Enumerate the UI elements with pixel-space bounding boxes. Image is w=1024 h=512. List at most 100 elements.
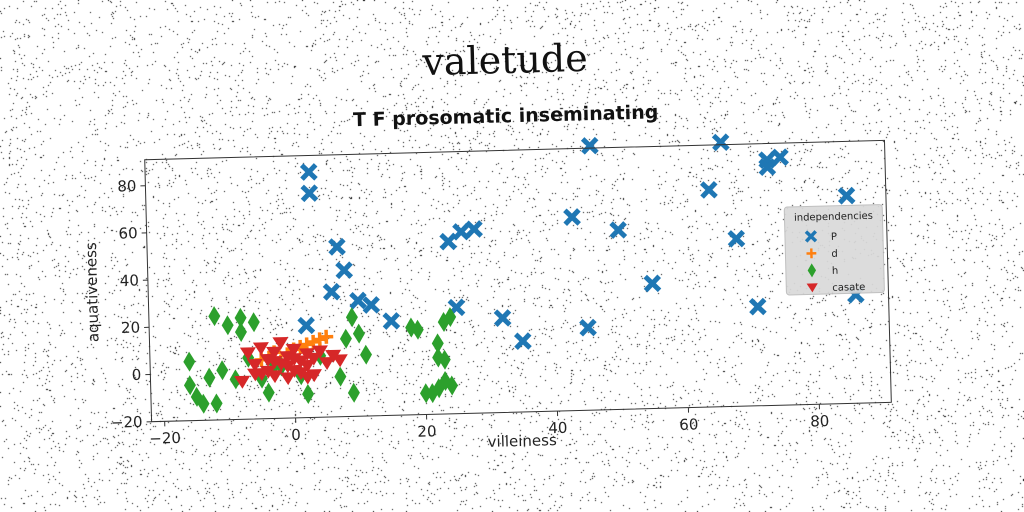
data-point-h xyxy=(411,319,424,340)
data-point-casate xyxy=(266,346,283,360)
data-point-casate xyxy=(246,358,263,372)
y-tick-label: 20 xyxy=(121,319,141,337)
data-point-casate xyxy=(234,375,251,389)
data-point-P xyxy=(493,309,512,327)
chart-frame: T F prosomatic inseminating −20 0 20 40 60 80… xyxy=(82,101,892,451)
data-point-P xyxy=(699,180,718,199)
legend-marker-P xyxy=(804,230,818,243)
data-point-P xyxy=(727,229,746,248)
data-point-P xyxy=(299,163,318,181)
data-point-h xyxy=(439,370,452,391)
data-point-h xyxy=(444,307,457,328)
data-point-h xyxy=(345,307,358,328)
data-point-h xyxy=(339,328,352,349)
plot-area-border xyxy=(144,139,892,423)
data-point-h xyxy=(302,383,315,404)
data-point-casate xyxy=(239,347,256,361)
data-point-P xyxy=(609,221,628,239)
data-point-P xyxy=(382,312,401,330)
data-point-casate xyxy=(299,359,316,373)
data-point-h xyxy=(229,369,242,390)
data-point-P xyxy=(711,133,730,152)
legend-label-P: P xyxy=(831,232,837,243)
data-point-P xyxy=(579,318,597,337)
legend-marker-d xyxy=(806,248,817,259)
data-point-h xyxy=(262,382,275,403)
data-point-casate xyxy=(272,336,289,350)
data-point-P xyxy=(335,261,354,280)
x-axis-label: villeiness xyxy=(487,431,557,451)
plot-layer xyxy=(183,133,865,414)
data-point-h xyxy=(431,333,444,354)
data-point-casate xyxy=(285,343,302,357)
series-casate-group xyxy=(234,336,348,389)
y-tick-label: 60 xyxy=(118,224,138,242)
data-point-P xyxy=(758,158,777,176)
data-point-P xyxy=(362,296,381,314)
data-point-h xyxy=(426,383,439,404)
x-tick-label: 0 xyxy=(291,426,301,444)
x-tick-label: −20 xyxy=(149,429,181,448)
data-point-h xyxy=(203,367,216,388)
legend-label-h: h xyxy=(832,266,839,277)
axis-ticks: −20 0 20 40 60 80 −20 0 20 40 60 80 xyxy=(111,177,830,448)
data-point-h xyxy=(221,315,234,336)
y-tick-label: 0 xyxy=(132,366,142,384)
data-point-P xyxy=(748,297,767,316)
data-point-h xyxy=(360,344,373,365)
series-P-group xyxy=(297,133,865,351)
data-point-casate xyxy=(247,368,264,382)
y-tick-label: 80 xyxy=(117,177,137,195)
data-point-P xyxy=(643,274,662,293)
data-point-h xyxy=(210,393,223,414)
data-point-P xyxy=(322,282,341,301)
data-point-h xyxy=(347,382,360,403)
data-point-P xyxy=(580,136,599,155)
data-point-casate xyxy=(279,360,296,374)
data-point-h xyxy=(234,321,247,342)
legend: independencies Pdh casate xyxy=(783,204,885,296)
data-point-h xyxy=(352,323,365,344)
data-point-P xyxy=(328,237,346,256)
data-point-h xyxy=(234,307,247,328)
data-point-h xyxy=(432,378,445,399)
data-point-h xyxy=(197,393,210,414)
data-point-P xyxy=(465,220,483,238)
data-point-P xyxy=(452,222,470,241)
legend-title: independencies xyxy=(794,211,873,224)
data-point-casate xyxy=(279,372,296,386)
data-point-P xyxy=(439,232,458,251)
data-point-h xyxy=(419,383,432,404)
x-tick-label: 80 xyxy=(810,412,830,430)
data-point-h xyxy=(438,349,451,370)
data-point-h xyxy=(334,366,347,387)
data-point-h xyxy=(183,351,196,372)
x-tick-label: 40 xyxy=(548,419,568,437)
data-point-casate xyxy=(266,370,283,384)
data-point-h xyxy=(183,375,196,396)
data-point-casate xyxy=(311,345,328,359)
data-point-casate xyxy=(299,371,316,385)
data-point-h xyxy=(208,306,221,327)
data-point-d xyxy=(312,332,327,347)
y-axis-label: aquativeness xyxy=(82,242,103,343)
data-point-casate xyxy=(331,354,348,368)
data-point-casate xyxy=(318,356,335,370)
x-tick-label: 20 xyxy=(417,422,437,440)
data-point-P xyxy=(349,291,367,310)
data-point-casate xyxy=(252,342,269,356)
y-tick-label: −20 xyxy=(111,413,143,432)
data-point-P xyxy=(513,332,532,351)
data-point-P xyxy=(563,208,581,226)
data-point-h xyxy=(247,312,260,333)
legend-label-d: d xyxy=(831,249,838,260)
y-tick-label: 40 xyxy=(120,271,140,289)
data-point-P xyxy=(837,186,856,205)
legend-label-casate: casate xyxy=(832,282,865,294)
data-point-h xyxy=(216,360,229,381)
x-tick-label: 60 xyxy=(679,415,699,433)
data-point-d xyxy=(319,329,334,344)
data-point-P xyxy=(771,148,790,167)
data-point-P xyxy=(300,184,319,203)
